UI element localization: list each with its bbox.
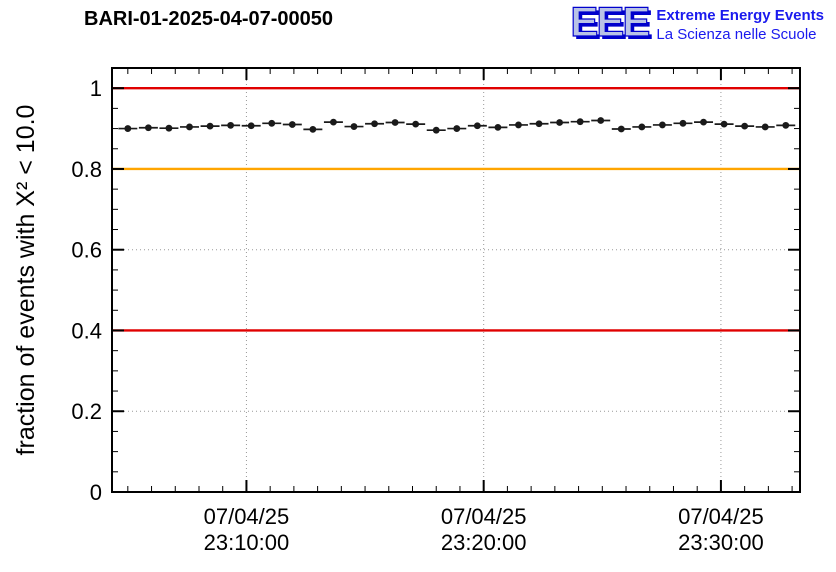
data-point	[432, 126, 440, 134]
data-point	[679, 119, 687, 127]
data-point	[720, 120, 728, 128]
data-point	[227, 121, 235, 129]
data-point	[556, 119, 563, 126]
data-point	[412, 120, 420, 128]
data-point	[288, 121, 296, 128]
y-tick-label: 0.8	[71, 157, 102, 182]
data-point	[659, 121, 666, 129]
data-point	[330, 118, 337, 126]
data-point	[144, 124, 152, 132]
x-tick-label-time: 23:10:00	[204, 530, 290, 555]
data-point	[617, 125, 625, 133]
data-point	[309, 125, 317, 133]
eee-logo-letters: EEE	[570, 0, 651, 45]
data-point	[700, 118, 707, 126]
data-point	[741, 122, 749, 130]
y-tick-label: 1	[90, 76, 102, 101]
data-point	[494, 123, 502, 131]
data-point	[515, 121, 522, 129]
data-point	[186, 123, 193, 131]
data-point	[350, 123, 358, 130]
eee-logo-line1: Extreme Energy Events	[656, 7, 824, 24]
data-point	[165, 124, 173, 132]
data-point	[268, 119, 276, 127]
x-tick-label-date: 07/04/25	[678, 504, 764, 529]
data-point	[597, 117, 605, 124]
data-point	[206, 122, 214, 130]
data-point	[371, 120, 378, 128]
y-tick-label: 0	[90, 480, 102, 505]
y-axis-title: fraction of events with X² < 10.0	[12, 105, 40, 456]
x-tick-label-time: 23:20:00	[441, 530, 527, 555]
y-tick-label: 0.4	[71, 318, 102, 343]
data-point	[247, 122, 255, 130]
data-point	[453, 125, 461, 132]
data-point	[391, 119, 399, 126]
data-point	[576, 118, 584, 126]
eee-logo: EEE Extreme Energy Events La Scienza nel…	[570, 0, 824, 45]
x-tick-label-date: 07/04/25	[204, 504, 290, 529]
y-tick-label: 0.6	[71, 238, 102, 263]
data-point	[761, 123, 769, 131]
eee-logo-text: Extreme Energy Events La Scienza nelle S…	[656, 7, 824, 45]
plot-frame	[111, 67, 801, 493]
data-point	[638, 123, 646, 131]
x-tick-label-time: 23:30:00	[678, 530, 764, 555]
data-point	[535, 120, 543, 128]
eee-logo-line2: La Scienza nelle Scuole	[656, 25, 817, 43]
x-tick-label-date: 07/04/25	[441, 504, 527, 529]
data-point	[473, 122, 481, 130]
data-point	[124, 125, 132, 132]
y-tick-label: 0.2	[71, 399, 102, 424]
chart-title: BARI-01-2025-04-07-00050	[84, 8, 334, 30]
data-point	[782, 121, 790, 129]
